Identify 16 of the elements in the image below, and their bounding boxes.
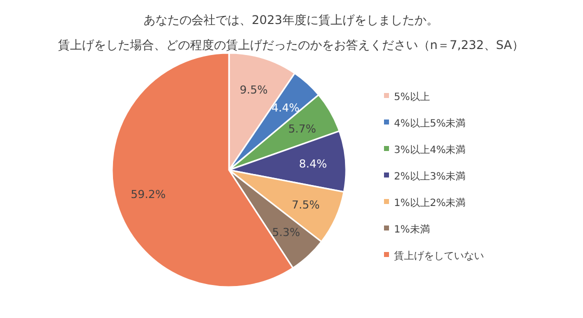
legend-label: 4%以上5%未満 [394,118,466,130]
data-label: 5.7% [288,122,316,136]
legend-label: 3%以上4%未満 [394,144,466,156]
legend-label: 1%未満 [394,224,430,236]
data-label: 9.5% [240,83,268,96]
chart-subtitle: 賃上げをした場合、どの程度の賃上げだったのかをお答えください（n＝7,232、SA） [58,38,524,52]
chart-title: あなたの会社では、2023年度に賃上げをしましたか。 [144,13,438,27]
data-label: 5.3% [272,226,300,239]
data-label: 4.4% [272,102,300,115]
data-label: 8.4% [299,158,327,171]
legend-label: 2%以上3%未満 [394,170,466,182]
legend-label: 1%以上2%未満 [394,197,466,209]
data-label: 7.5% [292,198,320,212]
legend-label: 5%以上 [394,91,430,103]
legend-label: 賃上げをしていない [394,250,484,262]
data-label: 59.2% [130,188,166,202]
